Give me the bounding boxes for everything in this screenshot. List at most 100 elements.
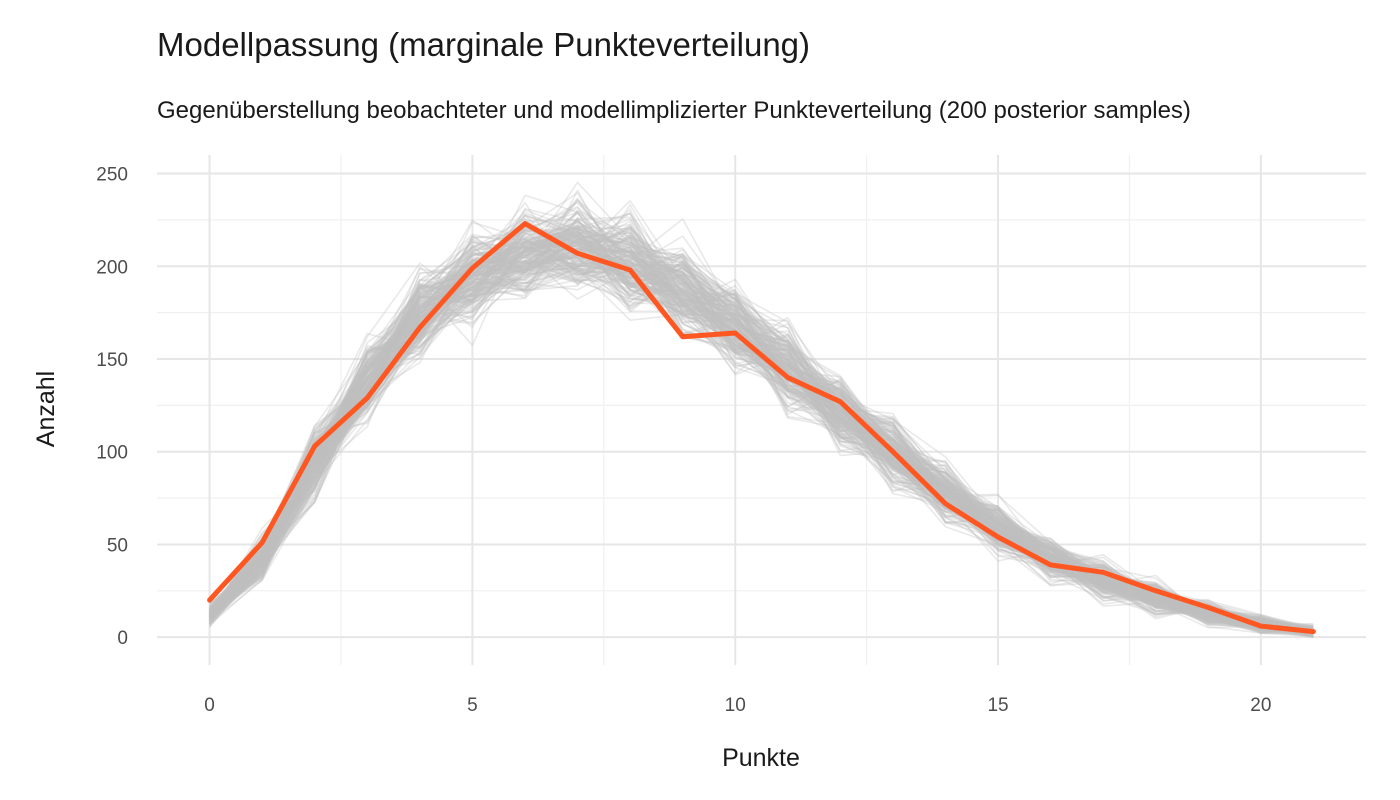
posterior-sample-line (209, 249, 1314, 630)
posterior-sample-line (209, 197, 1314, 633)
posterior-sample-line (208, 237, 1314, 635)
posterior-sample-line (209, 253, 1314, 634)
posterior-sample-line (209, 225, 1314, 632)
posterior-sample-line (208, 218, 1314, 636)
posterior-sample-line (209, 235, 1314, 629)
posterior-sample-line (209, 219, 1314, 634)
posterior-sample-line (208, 223, 1314, 638)
x-tick-label: 20 (1250, 695, 1271, 716)
posterior-sample-line (209, 228, 1314, 634)
posterior-sample-line (209, 224, 1314, 637)
posterior-sample-line (209, 207, 1314, 632)
posterior-sample-line (209, 242, 1314, 634)
posterior-sample-line (209, 245, 1314, 630)
posterior-sample-line (209, 203, 1314, 635)
posterior-sample-line (209, 232, 1314, 632)
posterior-sample-line (208, 233, 1314, 632)
posterior-sample-line (209, 235, 1314, 637)
posterior-sample-line (208, 211, 1314, 631)
x-axis-ticks: 0 5 10 15 20 (204, 695, 1271, 716)
posterior-sample-line (209, 236, 1314, 634)
posterior-sample-line (209, 202, 1314, 632)
posterior-sample-line (209, 238, 1314, 631)
y-axis-label: Anzahl (32, 371, 60, 447)
minor-grid (157, 155, 1366, 665)
posterior-sample-line (208, 227, 1314, 628)
posterior-sample-line (209, 228, 1314, 632)
y-tick-label: 100 (96, 443, 128, 464)
posterior-sample-line (209, 243, 1314, 629)
posterior-sample-line (209, 242, 1314, 632)
posterior-sample-line (208, 212, 1314, 636)
posterior-sample-line (209, 224, 1314, 629)
posterior-sample-line (209, 269, 1314, 637)
posterior-sample-line (209, 192, 1314, 633)
posterior-sample-line (209, 229, 1314, 635)
posterior-sample-line (209, 234, 1314, 632)
posterior-sample-line (209, 250, 1314, 631)
posterior-sample-line (208, 239, 1314, 632)
posterior-sample-line (209, 232, 1314, 630)
posterior-sample-line (209, 244, 1314, 638)
posterior-sample-line (208, 229, 1314, 634)
posterior-sample-line (209, 220, 1314, 634)
posterior-sample-line (209, 222, 1314, 633)
posterior-sample-line (209, 245, 1314, 632)
posterior-sample-line (209, 218, 1314, 627)
posterior-sample-line (208, 228, 1314, 638)
posterior-sample-line (208, 252, 1314, 627)
posterior-sample-line (209, 205, 1314, 635)
posterior-sample-line (208, 227, 1314, 633)
y-tick-label: 200 (96, 257, 128, 278)
posterior-sample-line (209, 250, 1314, 634)
posterior-sample-line (208, 223, 1314, 628)
posterior-sample-line (208, 226, 1314, 638)
posterior-sample-line (209, 238, 1314, 631)
posterior-sample-line (209, 227, 1314, 629)
x-tick-label: 5 (467, 695, 478, 716)
posterior-sample-line (208, 230, 1314, 632)
posterior-sample-line (209, 241, 1314, 631)
posterior-sample-line (209, 268, 1314, 636)
posterior-sample-line (209, 181, 1314, 634)
posterior-sample-line (209, 227, 1314, 633)
posterior-sample-line (209, 227, 1314, 635)
posterior-sample-line (209, 234, 1314, 630)
posterior-sample-line (209, 224, 1314, 634)
posterior-sample-line (208, 228, 1314, 630)
chart-title: Modellpassung (marginale Punkteverteilun… (157, 26, 811, 63)
posterior-sample-line (209, 238, 1314, 631)
posterior-sample-line (208, 247, 1314, 629)
posterior-sample-line (209, 234, 1314, 632)
posterior-sample-line (209, 256, 1314, 635)
posterior-sample-line (209, 211, 1314, 633)
posterior-sample-line (208, 220, 1314, 631)
posterior-sample-line (209, 238, 1314, 635)
observed-series (207, 221, 1316, 635)
posterior-sample-line (208, 235, 1314, 631)
posterior-sample-line (209, 235, 1314, 633)
posterior-sample-line (208, 208, 1314, 631)
posterior-sample-line (208, 228, 1314, 632)
posterior-sample-line (209, 212, 1314, 630)
posterior-sample-line (208, 201, 1314, 635)
posterior-samples (208, 181, 1314, 638)
posterior-sample-line (209, 220, 1314, 632)
posterior-sample-line (209, 230, 1314, 630)
posterior-sample-line (208, 225, 1314, 634)
posterior-sample-line (208, 248, 1314, 634)
posterior-sample-line (208, 236, 1314, 630)
posterior-sample-line (209, 218, 1314, 633)
posterior-sample-line (209, 235, 1314, 637)
posterior-sample-line (209, 260, 1314, 631)
posterior-sample-line (209, 247, 1314, 630)
posterior-sample-line (209, 232, 1314, 631)
posterior-sample-line (208, 194, 1314, 630)
posterior-sample-line (208, 242, 1314, 633)
posterior-sample-line (209, 211, 1314, 627)
posterior-sample-line (209, 237, 1314, 634)
posterior-sample-line (209, 246, 1314, 634)
posterior-sample-line (209, 220, 1314, 636)
posterior-sample-line (208, 241, 1314, 630)
